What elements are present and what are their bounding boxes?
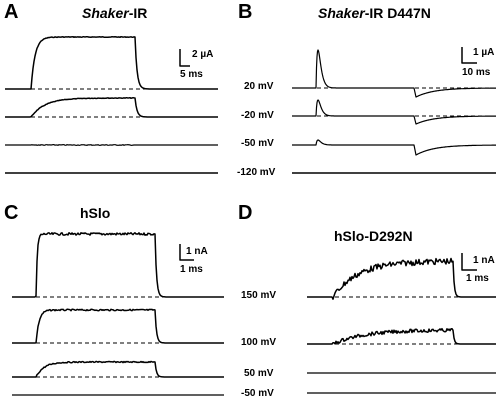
panel-title-b-italic: Shaker: [318, 5, 365, 21]
scale-bar-d-time-label: 1 ms: [466, 273, 489, 284]
trace-a-3: [5, 144, 218, 146]
trace-d-100mv: [307, 327, 496, 345]
scale-bar-b: [461, 47, 477, 64]
panel-letter-d: D: [238, 202, 253, 224]
panel-title-a: Shaker-IR: [82, 6, 147, 20]
trace-b-minus20mv: [291, 99, 497, 125]
trace-c-1: [12, 232, 224, 298]
voltage-label-d-50: 50 mV: [244, 368, 274, 379]
scale-bar-c: [179, 244, 194, 261]
panel-title-b: Shaker-IR D447N: [318, 6, 431, 20]
trace-c-2: [12, 308, 224, 344]
scale-bar-c-time-label: 1 ms: [180, 264, 203, 275]
scale-bar-b-time-label: 10 ms: [462, 67, 491, 78]
trace-b-20mv: [291, 49, 497, 98]
panel-title-d: hSlo-D292N: [334, 228, 413, 244]
scale-bar-a-time-label: 5 ms: [180, 69, 203, 80]
voltage-label-b-minus20: -20 mV: [241, 110, 274, 121]
scale-bar-c-current-label: 1 nA: [186, 246, 208, 257]
trace-d-150mv: [307, 257, 496, 300]
trace-a-2: [5, 96, 218, 118]
panel-letter-b: B: [238, 1, 253, 23]
trace-a-1: [5, 35, 218, 90]
voltage-label-b-minus120: -120 mV: [237, 167, 276, 178]
trace-c-3: [12, 360, 224, 378]
panel-letter-a: A: [4, 1, 19, 23]
scale-bar-d-current-label: 1 nA: [473, 255, 495, 266]
trace-b-minus50mv: [291, 139, 497, 156]
scale-bar-d: [461, 253, 477, 271]
panel-letter-c: C: [4, 202, 19, 224]
panel-title-b-rest: -IR D447N: [364, 5, 431, 21]
voltage-label-b-20: 20 mV: [244, 81, 274, 92]
voltage-label-b-minus50: -50 mV: [241, 138, 274, 149]
scale-bar-a: [179, 49, 190, 67]
scale-bar-b-current-label: 1 µA: [473, 47, 495, 58]
voltage-label-d-minus50: -50 mV: [241, 388, 274, 399]
panel-title-a-italic: Shaker: [82, 5, 129, 21]
voltage-label-d-100: 100 mV: [241, 337, 277, 348]
panel-title-c: hSlo: [80, 205, 111, 221]
voltage-label-d-150: 150 mV: [241, 290, 277, 301]
scale-bar-a-current-label: 2 µA: [192, 49, 214, 60]
panel-title-a-rest: -IR: [128, 5, 148, 21]
